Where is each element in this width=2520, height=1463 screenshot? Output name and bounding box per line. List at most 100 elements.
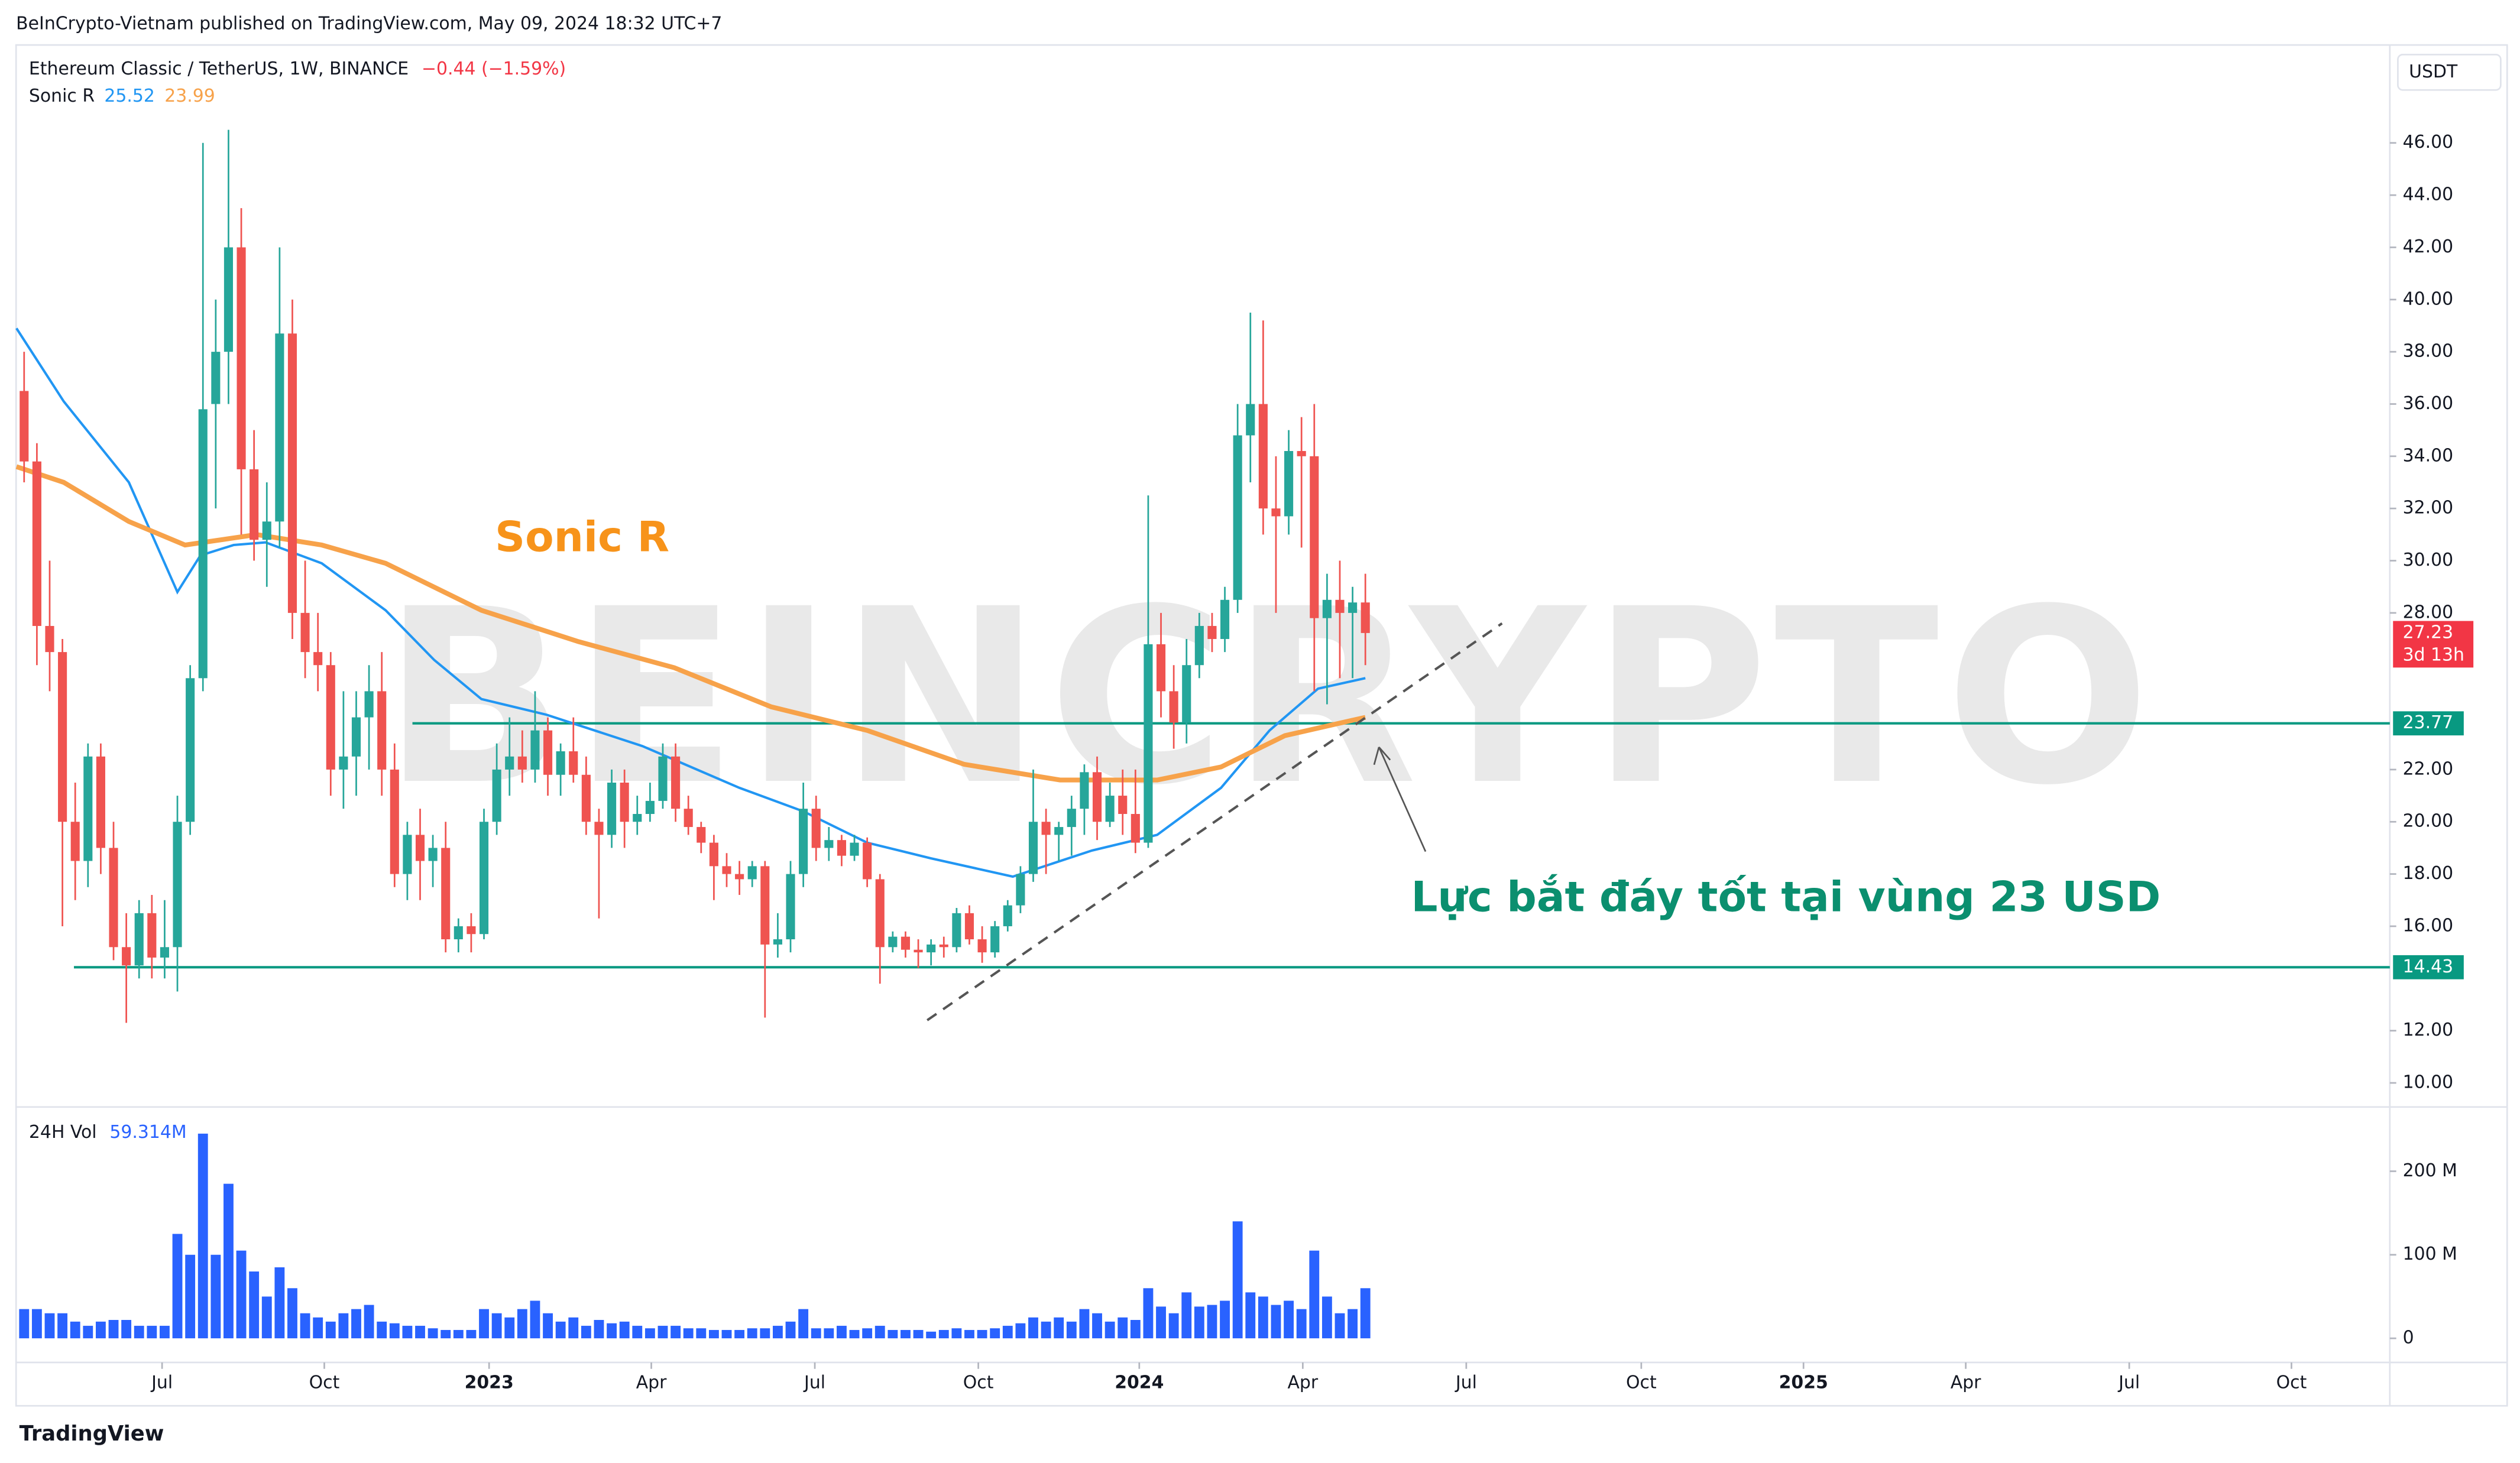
candle-body bbox=[1258, 404, 1268, 509]
candle-body bbox=[122, 947, 131, 966]
candle-body bbox=[875, 879, 885, 948]
candle-body bbox=[20, 391, 29, 462]
volume-bar bbox=[185, 1254, 196, 1339]
candle-body bbox=[441, 848, 451, 940]
volume-bar bbox=[1321, 1296, 1332, 1339]
arrow-head bbox=[1373, 746, 1391, 765]
volume-bar bbox=[1002, 1325, 1013, 1339]
candle-body bbox=[811, 809, 821, 848]
volume-bar bbox=[261, 1296, 272, 1339]
candle-body bbox=[1105, 796, 1115, 822]
volume-bar bbox=[1207, 1305, 1217, 1339]
level-label: 14.43 bbox=[2403, 956, 2454, 977]
y-tick-label: 12.00 bbox=[2403, 1020, 2454, 1040]
volume-bar bbox=[134, 1325, 144, 1339]
candle-body bbox=[428, 848, 438, 861]
candle-body bbox=[569, 751, 578, 775]
volume-bar bbox=[901, 1329, 911, 1339]
indicator-name: Sonic R bbox=[29, 86, 95, 106]
volume-bar bbox=[1143, 1288, 1154, 1339]
volume-bar bbox=[785, 1321, 796, 1339]
volume-bar bbox=[1181, 1292, 1192, 1339]
x-tick-label: Oct bbox=[309, 1373, 340, 1393]
volume-bar bbox=[224, 1183, 234, 1339]
candle-body bbox=[722, 866, 731, 874]
volume-bar bbox=[594, 1319, 604, 1339]
candle-body bbox=[709, 842, 718, 867]
candle-body bbox=[147, 913, 157, 958]
y-tick-label: 30.00 bbox=[2403, 550, 2454, 570]
volume-bar bbox=[364, 1305, 374, 1339]
volume-bar bbox=[1168, 1313, 1179, 1339]
candle-body bbox=[556, 751, 565, 775]
candle-body bbox=[224, 247, 234, 352]
candle-body bbox=[287, 333, 297, 613]
volume-bar bbox=[121, 1319, 132, 1339]
y-tick-label: 44.00 bbox=[2403, 184, 2454, 205]
volume-bar bbox=[543, 1313, 553, 1339]
currency-button[interactable] bbox=[2397, 54, 2502, 91]
candle-body bbox=[1310, 456, 1319, 618]
candle-body bbox=[364, 691, 374, 718]
volume-bar bbox=[1066, 1321, 1077, 1339]
volume-bar bbox=[1296, 1309, 1307, 1339]
volume-bar bbox=[1156, 1306, 1166, 1339]
x-tick-label: Jul bbox=[2117, 1373, 2140, 1393]
candle-body bbox=[250, 469, 259, 540]
volume-bar bbox=[44, 1313, 55, 1339]
volume-bar bbox=[1271, 1305, 1281, 1339]
volume-bar bbox=[671, 1325, 681, 1339]
candle-body bbox=[1335, 599, 1345, 613]
x-tick-label: Jul bbox=[1455, 1373, 1477, 1393]
candle-body bbox=[786, 874, 795, 940]
volume-bar bbox=[453, 1329, 464, 1339]
candle-body bbox=[952, 913, 961, 948]
candle-body bbox=[467, 926, 476, 935]
candle-body bbox=[581, 774, 591, 822]
x-tick-label: Oct bbox=[2276, 1373, 2307, 1393]
level-label-box bbox=[2393, 711, 2464, 736]
candle-body bbox=[505, 756, 514, 770]
volume-bar bbox=[632, 1325, 643, 1339]
candle-body bbox=[1284, 450, 1294, 517]
candle-body bbox=[32, 461, 41, 626]
volume-bar bbox=[1028, 1317, 1038, 1339]
currency[interactable]: USDT bbox=[2409, 61, 2458, 82]
volume-tick-label: 100 M bbox=[2403, 1244, 2457, 1264]
candle-body bbox=[594, 822, 604, 835]
candle-body bbox=[1220, 599, 1230, 640]
candle-body bbox=[1144, 644, 1153, 843]
candle-body bbox=[300, 612, 310, 653]
candle-body bbox=[313, 652, 323, 666]
candle-body bbox=[339, 756, 348, 770]
candle-body bbox=[773, 939, 782, 945]
x-tick-label: Apr bbox=[636, 1373, 667, 1393]
volume-bar bbox=[938, 1329, 949, 1339]
candle-body bbox=[697, 827, 706, 843]
volume-bar bbox=[657, 1325, 668, 1339]
volume-bar bbox=[210, 1254, 221, 1339]
candle-body bbox=[211, 352, 221, 404]
candle-body bbox=[863, 842, 872, 880]
volume-bar bbox=[811, 1328, 821, 1339]
volume-bar bbox=[696, 1328, 707, 1339]
candle-body bbox=[1080, 772, 1089, 809]
y-tick-label: 34.00 bbox=[2403, 445, 2454, 466]
volume-last: 59.314M bbox=[109, 1122, 186, 1143]
volume-legend: 24H Vol 59.314M bbox=[29, 1122, 187, 1143]
y-tick-label: 10.00 bbox=[2403, 1072, 2454, 1092]
candle-body bbox=[607, 782, 617, 835]
volume-bar bbox=[415, 1325, 425, 1339]
candle-body bbox=[275, 333, 284, 522]
y-tick-label: 38.00 bbox=[2403, 341, 2454, 362]
volume-bar bbox=[1194, 1306, 1204, 1339]
volume-bar bbox=[427, 1328, 438, 1339]
volume-bar bbox=[440, 1329, 451, 1339]
candle-body bbox=[186, 678, 195, 822]
volume-bar bbox=[849, 1329, 860, 1339]
candle-body bbox=[1348, 602, 1358, 613]
volume-bar bbox=[236, 1250, 247, 1339]
candle-body bbox=[1118, 796, 1128, 815]
x-tick-label: Apr bbox=[1287, 1373, 1318, 1393]
